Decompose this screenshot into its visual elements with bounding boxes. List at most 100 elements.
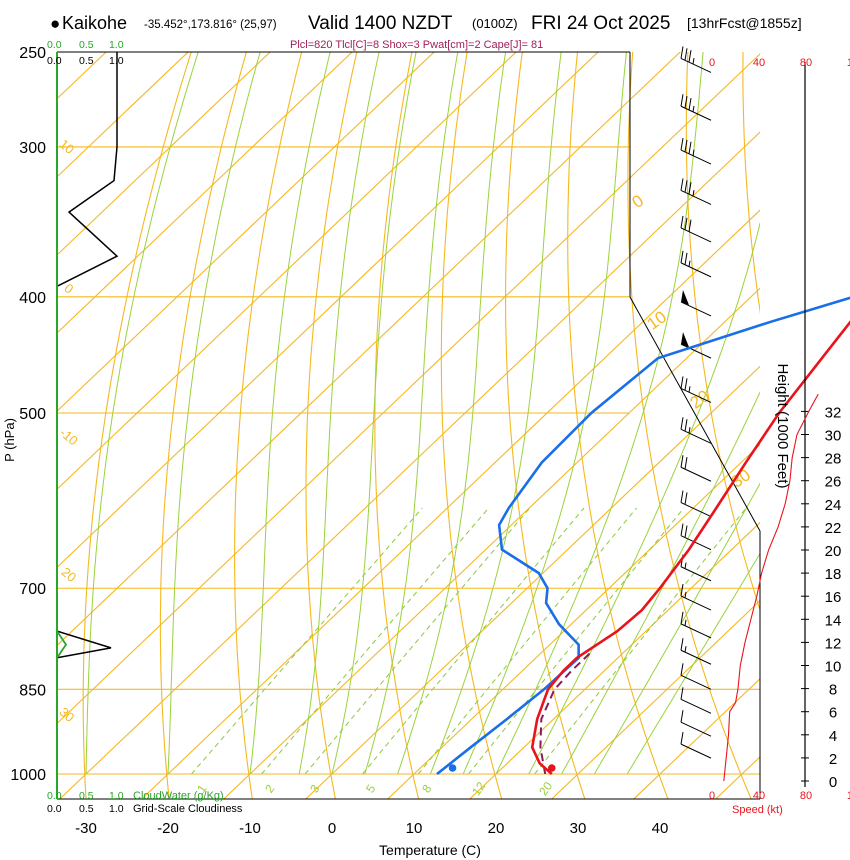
utc-time: (0100Z): [472, 16, 518, 31]
station-coords: -35.452°,173.816° (25,97): [144, 19, 277, 31]
mixing-ratio-line: [304, 507, 531, 775]
cloudwater-label: CloudWater (g/Kg): [133, 790, 224, 802]
moist-adiabat-line: [462, 52, 627, 775]
wind-barb-feather: [684, 378, 688, 391]
dry-adiabat-line: [374, 52, 420, 799]
wind-barb-feather: [684, 492, 688, 505]
wind-barb-half-feather: [684, 619, 687, 626]
wind-barb-feather: [680, 137, 684, 151]
moist-adiabat-line: [331, 52, 417, 775]
speed-tick-top: 12: [847, 57, 850, 69]
wind-barb-feather: [684, 48, 688, 61]
speed-tick-top: 80: [800, 57, 812, 69]
temperature-tick-label: 30: [570, 820, 587, 837]
height-tick-label: 22: [825, 520, 842, 537]
isotherm-line: [57, 53, 760, 725]
wind-barb: [680, 343, 712, 359]
wind-barb-feather: [684, 419, 688, 432]
wind-barb: [680, 595, 712, 611]
wind-barb-feather: [680, 611, 684, 624]
wind-barb: [680, 428, 712, 444]
height-speed-panel: 0246810121416182022242628303200404080801…: [709, 57, 850, 802]
speed-axis-title: Speed (kt): [732, 804, 783, 816]
wind-barb-feather: [688, 50, 692, 63]
pressure-tick-label: 400: [19, 290, 46, 307]
isotherm-line: [57, 52, 681, 647]
height-tick-label: 20: [825, 543, 842, 560]
wind-barb-feather: [680, 376, 684, 389]
mixing-ratio-line: [468, 507, 685, 775]
height-tick-label: 24: [825, 497, 842, 514]
dry-adiabat-line: [234, 52, 303, 799]
isotherm-line: [550, 599, 760, 799]
wind-barb-half-feather: [684, 646, 687, 653]
cloudwater-trace: [56, 630, 68, 659]
wind-barb: [680, 57, 712, 73]
cloudiness-trace: [56, 52, 119, 659]
isotherm-line: [57, 52, 353, 334]
sounding-params: Plcl=820 Tlcl[C]=8 Shox=3 Pwat[cm]=2 Cap…: [290, 39, 543, 51]
isotherm-line: [140, 209, 760, 799]
moist-adiabat-line: [593, 482, 760, 775]
height-tick-label: 14: [825, 612, 842, 629]
surface-temperature-dot: [547, 764, 556, 772]
isotherm-line: [304, 365, 760, 799]
wind-barb: [680, 566, 712, 582]
isotherm-line: [57, 52, 189, 178]
wind-barb: [680, 743, 712, 759]
wind-barb-feather: [684, 252, 688, 265]
wind-barb-half-feather: [692, 105, 695, 113]
sounding-traces: [436, 296, 850, 776]
cloudiness-bottom-tick-1: 0.5: [79, 803, 94, 815]
temperature-tick-label: -20: [157, 820, 179, 837]
wind-barb-feather: [688, 141, 692, 154]
moist-adiabat-line: [626, 552, 760, 775]
dry-adiabat-line: [505, 52, 586, 799]
mixing-ratio-line: [534, 507, 747, 775]
wind-barb-feather: [684, 139, 688, 153]
speed-tick-bottom: 40: [753, 790, 765, 802]
wind-barb-feather: [688, 219, 692, 232]
wind-barb: [680, 502, 712, 518]
height-tick-label: 4: [829, 728, 837, 745]
wind-panel-diagonal: [629, 296, 761, 532]
height-tick-label: 18: [825, 566, 842, 583]
dry-adiabat-line: [742, 52, 760, 315]
height-axis-title: Height (1000 Feet): [774, 363, 791, 488]
temperature-tick-label: -30: [75, 820, 97, 837]
moist-adiabat-line: [167, 52, 261, 775]
mixing-ratio-line: [362, 507, 585, 775]
height-tick-label: 26: [825, 474, 842, 491]
height-tick-label: 30: [825, 428, 842, 445]
wind-barb-half-feather: [692, 58, 695, 65]
pressure-tick-label: 1000: [10, 767, 46, 784]
cloudwater-bottom-tick-0: 0.0: [47, 790, 62, 802]
wind-barb-feather: [680, 215, 684, 228]
station-bullet: ●: [50, 14, 60, 33]
wind-panel: [629, 46, 761, 799]
isotherm-line: [468, 521, 760, 799]
speed-tick-bottom: 0: [709, 790, 715, 802]
wind-barb-feather: [680, 455, 684, 468]
cloudwater-bottom-tick-2: 1.0: [109, 790, 124, 802]
cloudwater-top-tick-1: 0.5: [79, 39, 94, 51]
mixing-ratio-lines: [191, 507, 747, 775]
pressure-tick-label: 850: [19, 682, 46, 699]
wind-barb: [680, 649, 712, 665]
wind-barb-half-feather: [684, 562, 687, 569]
wind-barb-feather: [680, 710, 684, 723]
wind-barb-half-feather: [688, 386, 691, 393]
temperature-tick-label: 20: [488, 820, 505, 837]
x-axis-title: Temperature (C): [379, 842, 481, 858]
moist-adiabat-line: [249, 52, 331, 775]
moist-adiabat-line: [429, 52, 562, 775]
cloudiness-top-tick-0: 0.0: [47, 55, 62, 67]
wind-barb: [680, 388, 712, 403]
temperature-tick-label: -10: [239, 820, 261, 837]
moist-adiabat-line: [561, 391, 760, 775]
height-tick-label: 32: [825, 404, 842, 421]
wind-barb: [680, 535, 712, 551]
cloudiness-top-tick-2: 1.0: [109, 55, 124, 67]
wind-barb-feather: [688, 182, 692, 195]
wind-barb-half-feather: [692, 149, 695, 156]
